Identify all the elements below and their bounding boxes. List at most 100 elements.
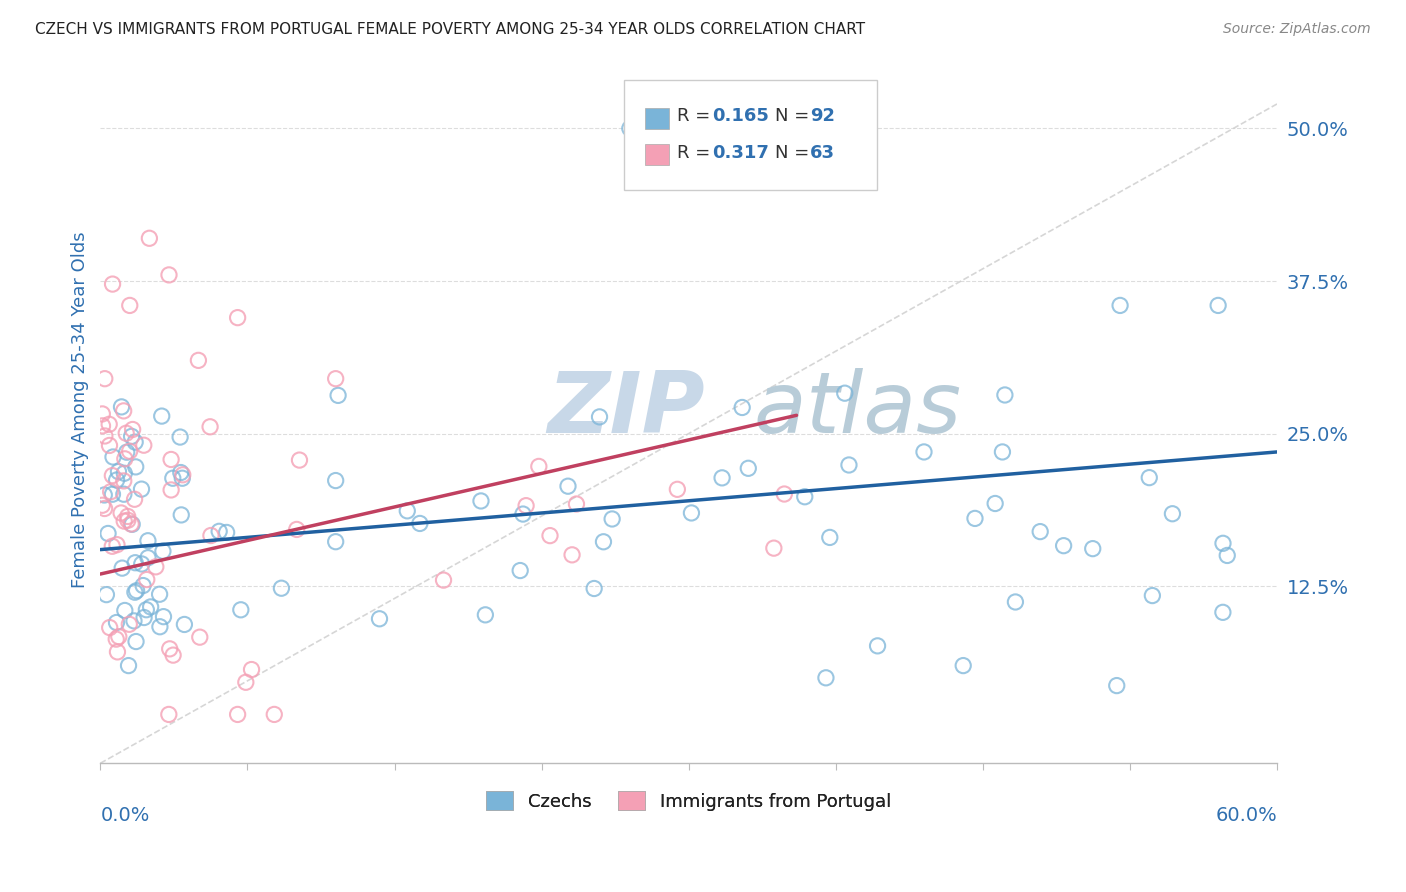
Point: [963, 511, 986, 525]
Point: [125, 583, 148, 598]
Point: [235, 675, 257, 690]
Point: [136, 550, 159, 565]
Point: [97, 526, 120, 541]
Point: [818, 530, 841, 544]
Point: [124, 435, 146, 450]
Point: [111, 561, 134, 575]
Point: [226, 310, 249, 325]
Point: [173, 617, 195, 632]
Point: [135, 603, 157, 617]
Point: [187, 353, 209, 368]
Point: [866, 639, 889, 653]
Point: [208, 524, 231, 539]
Text: N =: N =: [775, 144, 814, 161]
Point: [1212, 605, 1234, 619]
Point: [101, 277, 124, 291]
Point: [112, 404, 135, 418]
Point: [952, 658, 974, 673]
Point: [152, 544, 174, 558]
Point: [105, 615, 128, 630]
Point: [991, 445, 1014, 459]
Point: [118, 617, 141, 632]
Point: [512, 507, 534, 521]
Point: [515, 499, 537, 513]
Point: [619, 121, 641, 136]
Text: N =: N =: [775, 107, 814, 125]
Point: [409, 516, 432, 531]
Point: [112, 487, 135, 501]
Point: [101, 450, 124, 464]
Point: [149, 620, 172, 634]
Point: [325, 372, 347, 386]
Point: [91, 498, 114, 512]
Point: [112, 474, 135, 488]
Point: [98, 417, 121, 432]
Point: [159, 641, 181, 656]
Point: [124, 492, 146, 507]
Point: [145, 559, 167, 574]
Point: [1161, 507, 1184, 521]
Point: [1109, 298, 1132, 312]
Point: [681, 506, 703, 520]
Point: [115, 445, 138, 459]
Text: R =: R =: [676, 107, 716, 125]
Point: [270, 581, 292, 595]
Point: [152, 609, 174, 624]
Point: [470, 494, 492, 508]
Point: [1052, 539, 1074, 553]
Point: [112, 467, 135, 481]
Point: [432, 573, 454, 587]
Point: [565, 497, 588, 511]
Point: [1137, 470, 1160, 484]
Point: [125, 634, 148, 648]
Point: [994, 388, 1017, 402]
Point: [136, 533, 159, 548]
Point: [731, 401, 754, 415]
Point: [814, 671, 837, 685]
Text: 0.165: 0.165: [713, 107, 769, 125]
Point: [263, 707, 285, 722]
Point: [838, 458, 860, 472]
Point: [91, 407, 114, 421]
Point: [762, 541, 785, 556]
Point: [588, 409, 610, 424]
Point: [160, 483, 183, 497]
Point: [162, 471, 184, 485]
Point: [1216, 549, 1239, 563]
Legend: Czechs, Immigrants from Portugal: Czechs, Immigrants from Portugal: [479, 784, 898, 818]
Point: [118, 444, 141, 458]
Point: [131, 557, 153, 571]
Point: [107, 645, 129, 659]
Point: [737, 461, 759, 475]
Point: [984, 496, 1007, 510]
Point: [122, 614, 145, 628]
Point: [115, 426, 138, 441]
Point: [132, 610, 155, 624]
Point: [326, 388, 349, 402]
Point: [1029, 524, 1052, 539]
Point: [98, 438, 121, 452]
Text: R =: R =: [676, 144, 716, 161]
Point: [1206, 298, 1229, 312]
Point: [117, 509, 139, 524]
Text: ZIP: ZIP: [547, 368, 704, 450]
Point: [240, 663, 263, 677]
Point: [793, 490, 815, 504]
Point: [561, 548, 583, 562]
Point: [94, 429, 117, 443]
Point: [773, 487, 796, 501]
Point: [93, 501, 115, 516]
Point: [100, 484, 122, 499]
Point: [139, 599, 162, 614]
Point: [105, 473, 128, 487]
Point: [112, 514, 135, 528]
Point: [110, 506, 132, 520]
Point: [150, 409, 173, 423]
Point: [285, 523, 308, 537]
Point: [325, 534, 347, 549]
FancyBboxPatch shape: [645, 144, 669, 165]
Point: [226, 707, 249, 722]
Point: [1105, 679, 1128, 693]
Point: [288, 453, 311, 467]
Text: atlas: atlas: [754, 368, 962, 450]
